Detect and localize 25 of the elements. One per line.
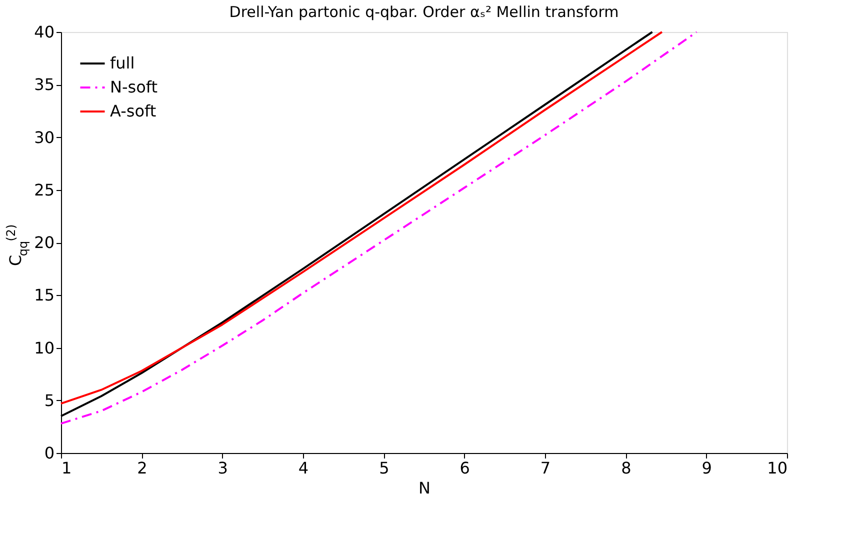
x-tick-label: 8	[621, 458, 632, 478]
legend-label: A-soft	[110, 102, 156, 120]
x-axis-title: N	[418, 478, 430, 498]
x-tick-label: 9	[702, 458, 712, 478]
y-tick-label: 40	[34, 22, 54, 42]
legend-label: full	[110, 54, 135, 72]
x-tick-label: 10	[767, 458, 788, 478]
y-tick-label: 5	[44, 390, 54, 410]
y-tick-label: 0	[44, 444, 54, 462]
x-tick-label: 4	[298, 458, 309, 478]
x-tick-label: 6	[460, 458, 470, 478]
y-tick-label: 35	[34, 75, 54, 94]
y-tick-label: 15	[34, 286, 54, 305]
y-tick-label: 10	[34, 338, 54, 358]
legend-label: N-soft	[110, 78, 158, 96]
x-tick-label: 7	[540, 458, 551, 478]
x-tick-label: 5	[379, 458, 390, 478]
y-tick-label: 30	[34, 128, 54, 147]
chart-title: Drell-Yan partonic q-qbar. Order αₛ² Mellin transform	[229, 3, 619, 21]
x-tick-label: 3	[218, 458, 228, 478]
x-tick-label: 1	[62, 458, 72, 478]
y-tick-label: 25	[34, 180, 54, 200]
y-tick-label: 20	[34, 233, 54, 252]
y-axis-title: Cqq(2)	[4, 224, 30, 266]
x-tick-label: 2	[137, 458, 148, 478]
